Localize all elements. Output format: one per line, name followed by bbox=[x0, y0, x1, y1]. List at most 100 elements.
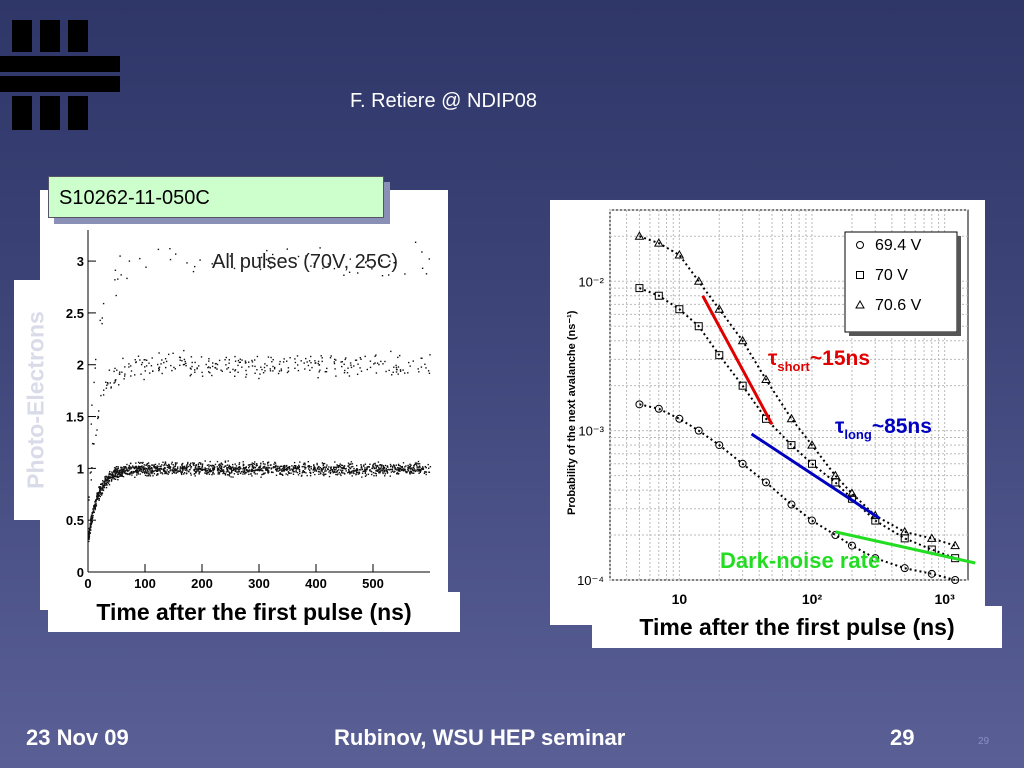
data-point bbox=[272, 359, 274, 361]
data-point bbox=[343, 465, 346, 467]
data-point bbox=[425, 473, 427, 476]
data-point bbox=[193, 469, 195, 472]
data-point bbox=[407, 467, 410, 469]
data-point bbox=[99, 487, 101, 489]
data-point bbox=[216, 469, 219, 471]
data-point bbox=[277, 372, 280, 375]
data-point bbox=[118, 384, 120, 386]
data-point bbox=[115, 379, 117, 381]
data-point bbox=[416, 468, 418, 470]
data-point bbox=[384, 464, 387, 467]
data-point bbox=[324, 468, 326, 470]
data-point bbox=[174, 468, 176, 470]
data-point bbox=[210, 465, 213, 467]
data-point bbox=[138, 465, 140, 467]
data-point bbox=[184, 467, 186, 469]
data-point bbox=[192, 462, 194, 464]
data-point bbox=[350, 472, 352, 474]
data-point bbox=[397, 366, 400, 368]
data-point bbox=[155, 469, 157, 471]
data-point bbox=[200, 462, 202, 464]
data-point bbox=[102, 302, 105, 305]
data-point bbox=[334, 466, 336, 469]
left-x-tick-label: 200 bbox=[191, 576, 213, 591]
data-point bbox=[312, 469, 314, 471]
data-point bbox=[109, 382, 111, 384]
data-point bbox=[109, 477, 111, 479]
data-point bbox=[254, 359, 256, 361]
data-point bbox=[139, 462, 141, 464]
data-point bbox=[373, 363, 375, 365]
data-point bbox=[234, 369, 237, 371]
data-point bbox=[319, 369, 321, 371]
data-point bbox=[114, 472, 116, 474]
series-fit-line bbox=[639, 235, 956, 547]
data-point bbox=[183, 472, 186, 474]
marker-triangle bbox=[693, 276, 704, 285]
data-point bbox=[106, 479, 108, 482]
data-point bbox=[422, 466, 424, 468]
data-point bbox=[326, 464, 328, 466]
data-point bbox=[96, 429, 98, 431]
data-point bbox=[286, 467, 288, 469]
data-point bbox=[424, 363, 426, 365]
data-point bbox=[339, 463, 341, 465]
data-point bbox=[114, 469, 116, 471]
data-point bbox=[245, 467, 247, 469]
data-point bbox=[107, 478, 109, 481]
data-point bbox=[105, 387, 108, 389]
marker-circle bbox=[715, 441, 724, 450]
data-point bbox=[150, 365, 153, 367]
data-point bbox=[258, 466, 261, 468]
data-point bbox=[269, 368, 271, 370]
data-point bbox=[296, 466, 299, 469]
data-point bbox=[158, 465, 160, 468]
data-point bbox=[384, 475, 386, 477]
data-point bbox=[292, 471, 294, 473]
marker-circle bbox=[787, 500, 796, 509]
data-point bbox=[227, 474, 229, 476]
data-point bbox=[286, 248, 288, 250]
data-point bbox=[137, 473, 139, 475]
data-point bbox=[104, 484, 106, 486]
data-point bbox=[201, 463, 204, 465]
data-point bbox=[410, 464, 412, 466]
data-point bbox=[390, 350, 392, 353]
data-point bbox=[385, 467, 387, 470]
data-point bbox=[294, 367, 296, 369]
data-point bbox=[350, 366, 353, 369]
data-point bbox=[375, 473, 377, 475]
data-point bbox=[360, 469, 362, 471]
data-point bbox=[223, 466, 225, 468]
x-tick-label: 10³ bbox=[935, 591, 956, 607]
left-y-tick-label: 2 bbox=[77, 358, 84, 373]
data-point bbox=[134, 359, 136, 361]
data-point bbox=[97, 494, 99, 496]
data-point bbox=[383, 467, 385, 469]
data-point bbox=[371, 268, 373, 270]
data-point bbox=[300, 360, 302, 362]
data-point bbox=[225, 356, 227, 359]
data-point bbox=[166, 469, 168, 471]
data-point bbox=[325, 466, 328, 468]
data-point bbox=[281, 473, 283, 476]
data-point bbox=[333, 267, 336, 270]
data-point bbox=[366, 368, 368, 371]
tau-long-annotation: τlong~85ns bbox=[835, 415, 932, 442]
data-point bbox=[407, 469, 409, 471]
data-point bbox=[130, 471, 133, 473]
data-point bbox=[99, 486, 101, 488]
data-point bbox=[265, 258, 268, 261]
data-point bbox=[365, 262, 367, 264]
data-point bbox=[266, 249, 268, 252]
legend-label: 69.4 V bbox=[875, 237, 922, 254]
data-point bbox=[425, 367, 427, 369]
data-point bbox=[290, 472, 292, 474]
data-point bbox=[171, 461, 173, 463]
data-point bbox=[157, 473, 159, 476]
data-point bbox=[103, 482, 105, 484]
data-point bbox=[162, 461, 164, 463]
data-point bbox=[351, 475, 353, 477]
data-point bbox=[208, 371, 210, 373]
